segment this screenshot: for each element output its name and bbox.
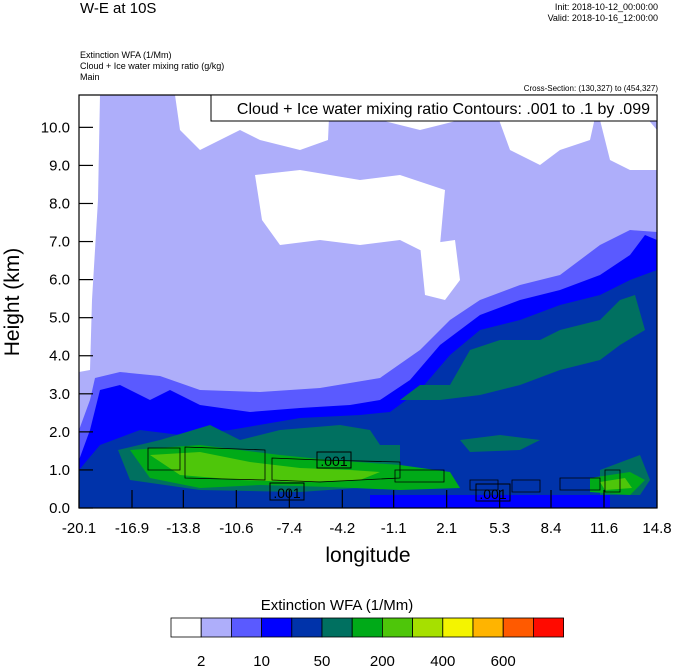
colorbar-swatch — [291, 617, 323, 638]
y-tick-label: 7.0 — [49, 234, 70, 251]
colorbar-swatch — [321, 617, 353, 638]
colorbar-swatch — [502, 617, 534, 638]
fill-level-0 — [79, 95, 657, 372]
x-tick-label: 11.6 — [590, 520, 618, 537]
contour-info-box — [210, 94, 658, 122]
contour-info-text: Cloud + Ice water mixing ratio Contours:… — [237, 101, 650, 118]
valid-time: Valid: 2018-10-16_12:00:00 — [547, 13, 658, 23]
y-tick-label: 4.0 — [49, 348, 70, 365]
fill-level-7 — [130, 445, 645, 495]
filled-contours — [79, 95, 657, 508]
field-label-extinction: Extinction WFA (1/Mm) — [80, 50, 172, 60]
y-tick-label: 5.0 — [49, 310, 70, 327]
y-tick-label: 0.0 — [49, 500, 70, 517]
cross-section-label: Cross-Section: (130,327) to (454,327) — [523, 84, 658, 93]
colorbar-swatch — [230, 617, 262, 638]
colorbar-swatch — [351, 617, 383, 638]
field-label-mixing-ratio: Cloud + Ice water mixing ratio (g/kg) — [80, 61, 225, 71]
colorbar-label: 600 — [491, 653, 516, 667]
x-tick-label: -10.6 — [219, 520, 253, 537]
x-tick-label: -1.1 — [381, 520, 407, 537]
y-tick-label: 8.0 — [49, 195, 70, 212]
contour-label-text: .001 — [273, 485, 300, 501]
y-axis-label: Height (km) — [1, 248, 24, 357]
colorbar: 2 10 50 200 400 600 — [170, 617, 565, 667]
x-tick-label: -20.1 — [62, 520, 96, 537]
x-tick-label: -7.4 — [276, 520, 302, 537]
colorbar-swatch — [472, 617, 504, 638]
colorbar-title: Extinction WFA (1/Mm) — [260, 597, 414, 614]
fill-level-6 — [118, 295, 650, 495]
x-tick-label: -4.2 — [329, 520, 355, 537]
colorbar-swatch — [381, 617, 413, 638]
x-tick-label: 14.8 — [642, 520, 671, 537]
y-tick-label: 6.0 — [49, 272, 70, 289]
colorbar-label: 400 — [430, 653, 455, 667]
x-tick-label: 5.3 — [489, 520, 510, 537]
y-tick-label: 1.0 — [49, 462, 70, 479]
colorbar-label: 10 — [253, 653, 270, 667]
x-tick-label: -13.8 — [166, 520, 200, 537]
colorbar-label: 2 — [197, 653, 205, 667]
field-label-main: Main — [80, 72, 100, 82]
x-tick-label: 2.1 — [436, 520, 457, 537]
colorbar-label: 200 — [370, 653, 395, 667]
contour-lines — [147, 446, 621, 493]
colorbar-swatch — [412, 617, 444, 638]
x-tick-label: 8.4 — [541, 520, 562, 537]
axes: -20.1 -16.9 -13.8 -10.6 -7.4 -4.2 -1.1 2.1 5.3 8.… — [41, 119, 672, 537]
contour-label-text: .001 — [479, 486, 506, 502]
x-tick-label: -16.9 — [115, 520, 149, 537]
contour-label-text: .001 — [320, 453, 347, 469]
init-time: Init: 2018-10-12_00:00:00 — [554, 2, 658, 12]
y-tick-label: 9.0 — [49, 157, 70, 174]
colorbar-swatch — [170, 617, 202, 638]
colorbar-label: 50 — [314, 653, 331, 667]
plot-title: W-E at 10S — [80, 0, 157, 17]
colorbar-swatch — [442, 617, 474, 638]
y-tick-label: 10.0 — [41, 119, 70, 136]
colorbar-swatch — [533, 617, 565, 638]
colorbar-swatch — [261, 617, 293, 638]
contour-label-2: .001 — [269, 482, 305, 501]
fill-level-8 — [150, 452, 632, 490]
contour-label-3: .001 — [475, 483, 511, 502]
y-tick-label: 2.0 — [49, 424, 70, 441]
contour-label-1: .001 — [316, 451, 352, 469]
colorbar-swatch — [200, 617, 232, 638]
y-tick-label: 3.0 — [49, 386, 70, 403]
x-axis-label: longitude — [325, 544, 410, 567]
